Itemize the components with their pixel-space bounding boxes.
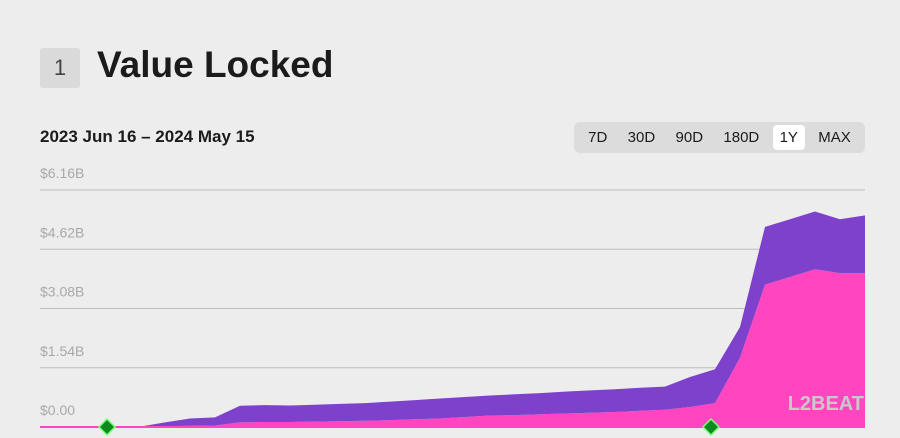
y-tick-label: $3.08B	[40, 284, 84, 300]
date-range: 2023 Jun 16 – 2024 May 15	[40, 127, 255, 146]
y-tick-label: $6.16B	[40, 165, 84, 181]
range-button[interactable]: 1Y	[772, 125, 805, 150]
range-button[interactable]: 180D	[723, 129, 760, 146]
plot: $0.00 $1.54B $3.08B $4.62B $6.16B	[40, 165, 865, 437]
event-marker	[97, 417, 117, 437]
y-tick-label: $4.62B	[40, 224, 84, 240]
event-marker	[701, 417, 721, 437]
rank-badge: 1	[40, 48, 80, 88]
range-button[interactable]: 7D	[588, 129, 608, 146]
area	[40, 269, 865, 427]
range-button[interactable]: 90D	[675, 129, 704, 146]
area	[40, 211, 865, 427]
page-title: Value Locked	[97, 44, 334, 85]
y-tick-label: $0.00	[40, 402, 75, 418]
range-button[interactable]: 30D	[627, 129, 656, 146]
range-selector: 7D 30D 90D 180D 1Y MAX	[574, 122, 865, 153]
watermark: L2BEAT	[788, 393, 864, 415]
y-tick-label: $1.54B	[40, 343, 84, 359]
range-button[interactable]: MAX	[818, 129, 851, 146]
